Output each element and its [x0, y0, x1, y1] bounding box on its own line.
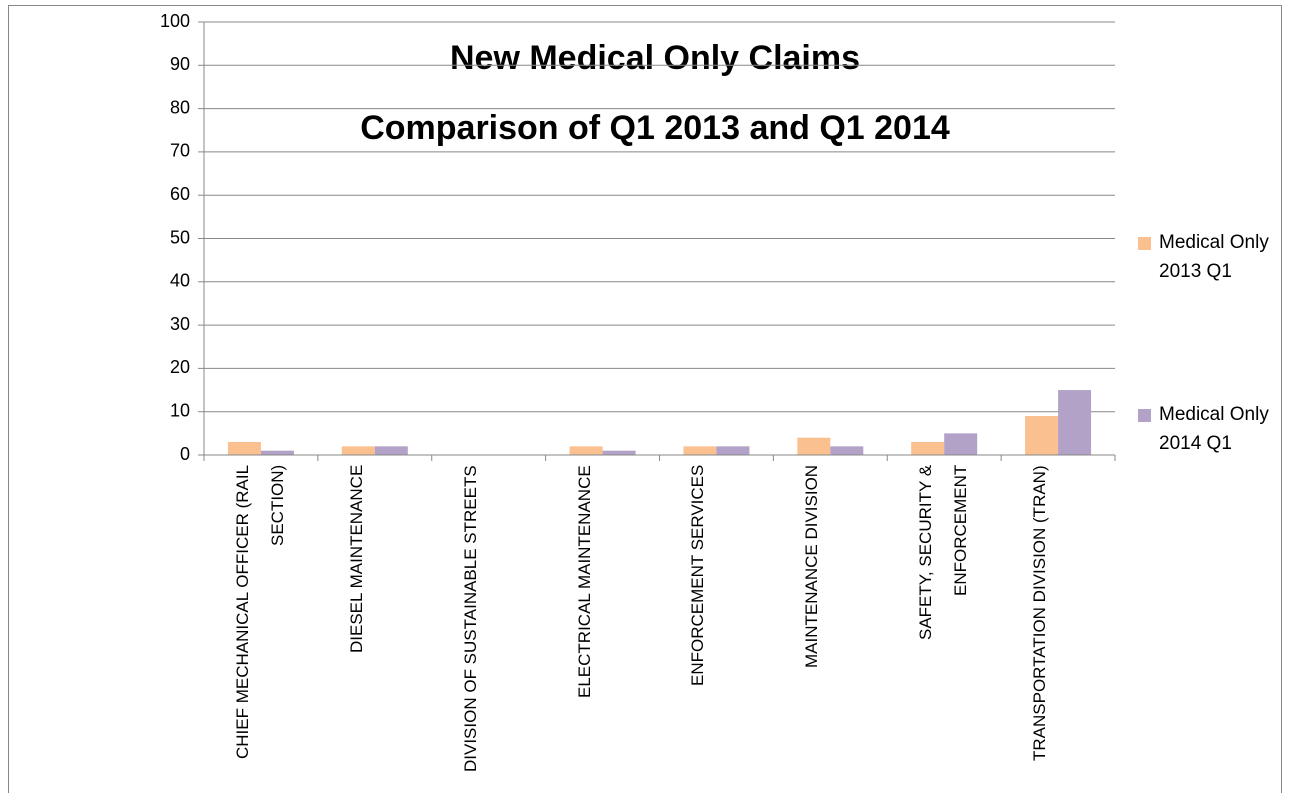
y-tick-label: 20	[170, 357, 190, 377]
bar	[911, 442, 945, 455]
x-tick-label: MAINTENANCE DIVISION	[802, 465, 822, 669]
bar	[683, 446, 717, 455]
bar	[1025, 416, 1059, 455]
y-tick-label: 0	[180, 444, 190, 464]
y-tick-label: 90	[170, 54, 190, 74]
legend-swatch	[1138, 409, 1151, 422]
legend-label: Medical Only 2013 Q1	[1159, 232, 1269, 282]
bar	[716, 446, 750, 455]
bar	[797, 437, 831, 455]
x-tick-label: ENFORCEMENT SERVICES	[688, 465, 708, 687]
bar	[227, 442, 261, 455]
y-tick-label: 100	[160, 11, 190, 31]
legend-label: Medical Only 2014 Q1	[1159, 404, 1269, 454]
bar	[602, 450, 636, 455]
bar	[944, 433, 978, 455]
x-tick-label: SAFETY, SECURITY & ENFORCEMENT	[916, 465, 971, 641]
y-tick-label: 70	[170, 141, 190, 161]
y-tick-label: 40	[170, 271, 190, 291]
bar	[830, 446, 864, 455]
y-tick-label: 50	[170, 227, 190, 247]
chart-border	[8, 5, 1282, 793]
bar	[341, 446, 375, 455]
chart-title: New Medical Only Claims	[450, 39, 860, 77]
y-tick-label: 60	[170, 184, 190, 204]
legend-swatch	[1138, 237, 1151, 250]
y-tick-label: 80	[170, 97, 190, 117]
x-tick-label: DIESEL MAINTENANCE	[346, 465, 366, 654]
bar	[260, 450, 294, 455]
y-tick-label: 30	[170, 314, 190, 334]
chart-subtitle: Comparison of Q1 2013 and Q1 2014	[360, 109, 950, 147]
x-tick-label: CHIEF MECHANICAL OFFICER (RAIL SECTION)	[232, 465, 287, 760]
bar	[374, 446, 408, 455]
y-tick-label: 10	[170, 400, 190, 420]
x-tick-label: TRANSPORTATION DIVISION (TRAN)	[1030, 465, 1050, 761]
bar	[569, 446, 603, 455]
x-tick-label: ELECTRICAL MAINTENANCE	[574, 465, 594, 698]
x-tick-label: DIVISION OF SUSTAINABLE STREETS	[460, 465, 480, 772]
bar	[1058, 390, 1092, 455]
